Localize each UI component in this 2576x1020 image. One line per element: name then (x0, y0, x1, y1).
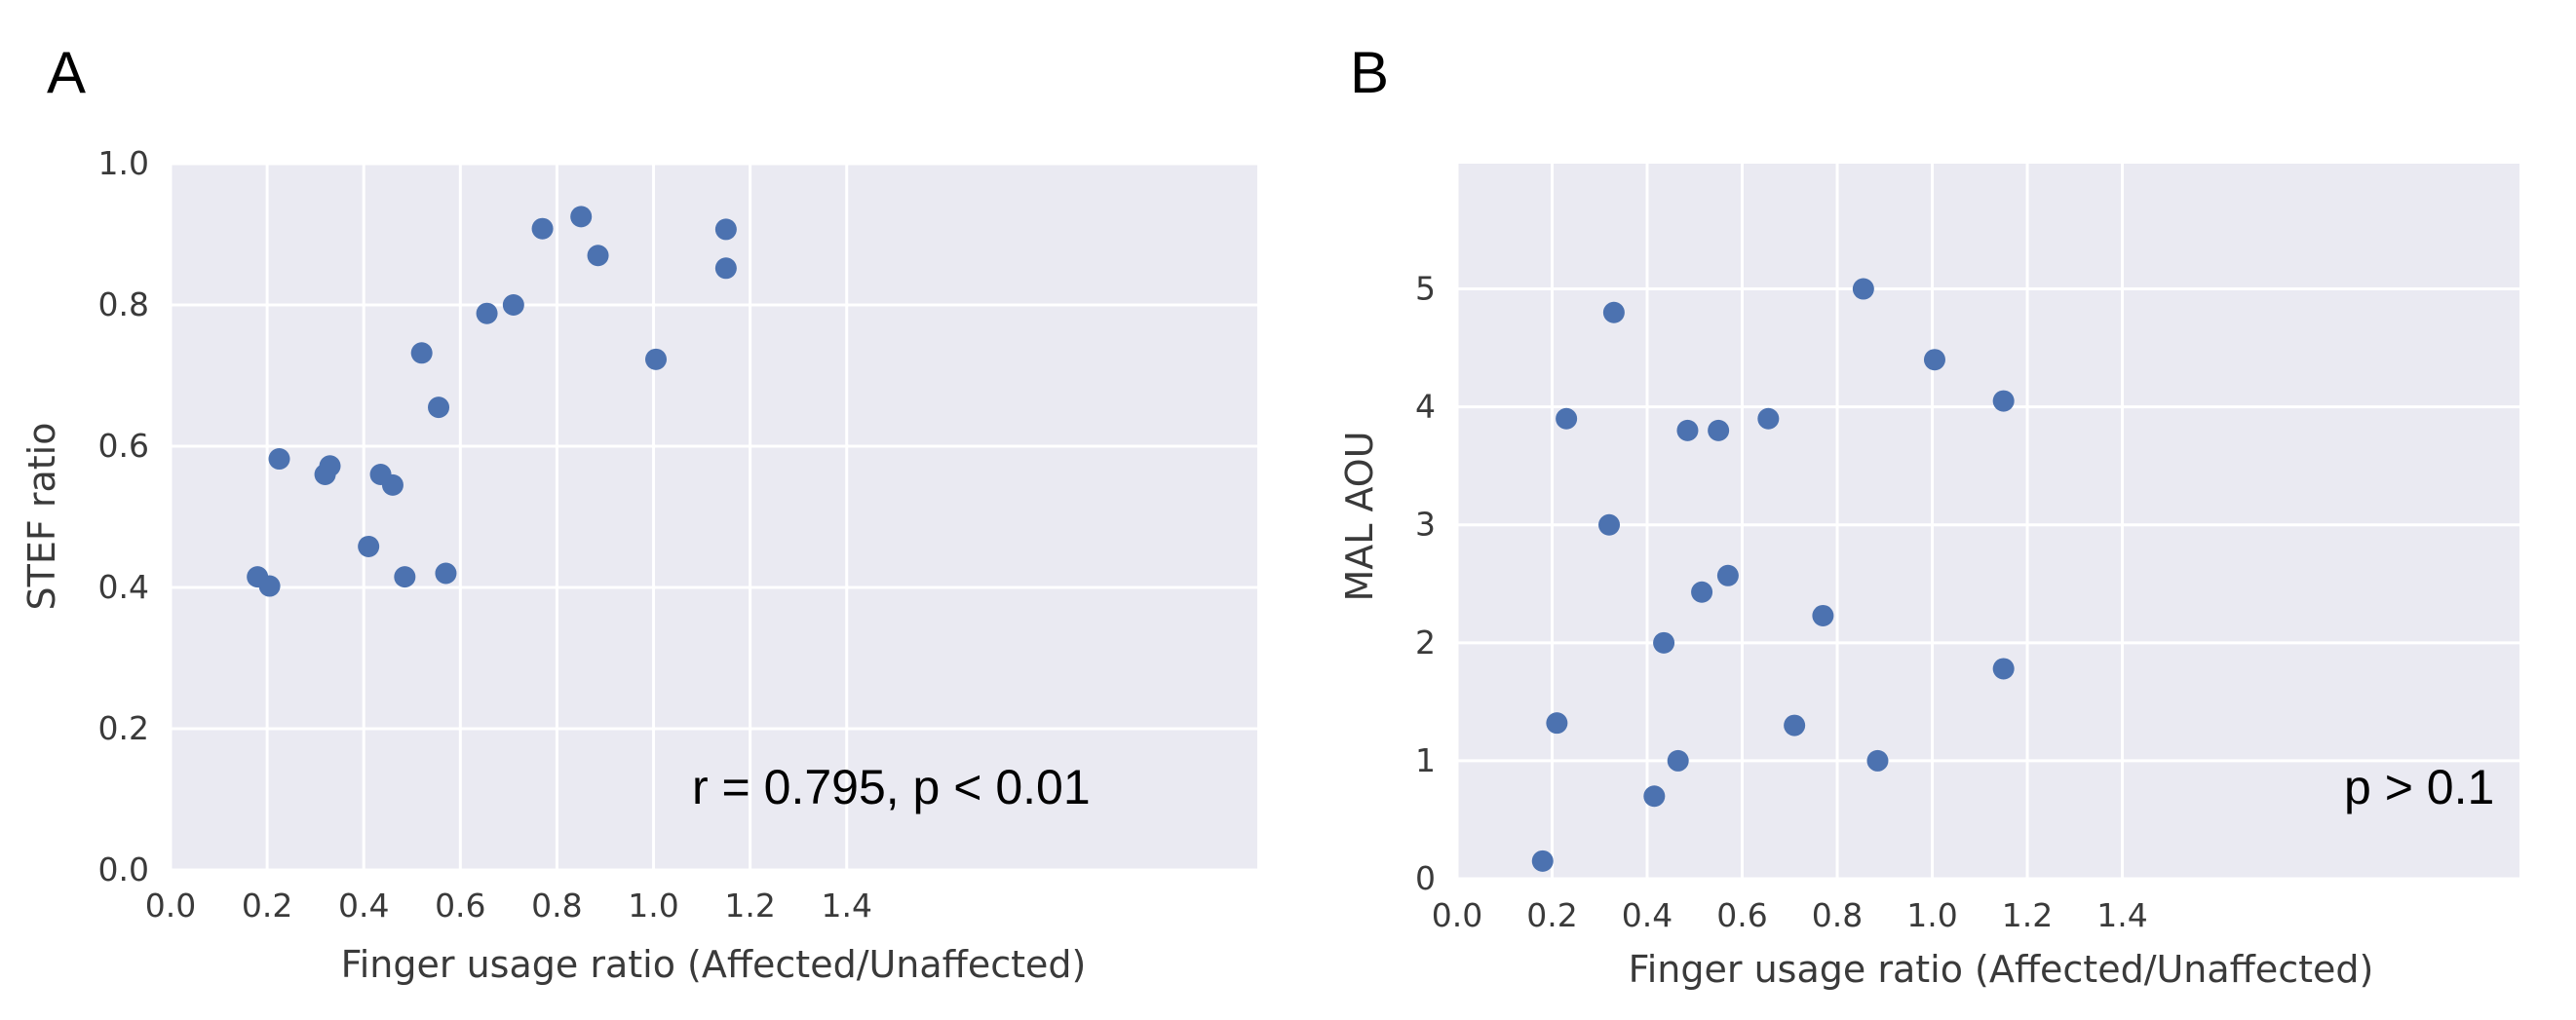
panel-b-data-point (1757, 407, 1780, 430)
panel-b-data-point (1643, 785, 1666, 808)
panel-b-data-point (1531, 850, 1554, 872)
panel-a-grid (169, 162, 1257, 872)
panel-a-x-tick-label: 0.6 (435, 887, 485, 925)
panel-a-x-tick-label: 0.4 (338, 887, 389, 925)
panel-b-data-point (1812, 604, 1834, 626)
panel-b-grid (1455, 164, 2519, 881)
panel-a-x-axis-label: Finger usage ratio (Affected/Unaffected) (341, 943, 1087, 986)
panel-a-x-tick-label: 0.8 (531, 887, 582, 925)
panel-b-y-tick-label: 5 (1415, 270, 1436, 308)
panel-b-data-point (1992, 390, 2015, 412)
panel-a-data-point (410, 342, 433, 364)
panel-b-data-point (1653, 631, 1675, 654)
panel-a-data-point (502, 294, 524, 316)
panel-a-data-point (645, 348, 668, 370)
panel-b-annotation: p > 0.1 (2344, 760, 2494, 814)
panel-b-data-point (1716, 564, 1739, 586)
panel-b-y-tick-label: 3 (1415, 506, 1436, 544)
panel-a-x-tick-label: 1.2 (724, 887, 775, 925)
panel-a-data-point (587, 245, 609, 267)
panel-a-data-point (381, 473, 404, 496)
panel-b-x-tick-labels: 0.0 0.2 0.4 0.6 0.8 1.0 1.2 1.4 (1432, 896, 2148, 934)
panel-b-y-tick-label: 1 (1415, 741, 1436, 779)
panel-b-x-tick-label: 1.0 (1906, 896, 1957, 934)
panel-b-y-tick-label: 2 (1415, 623, 1436, 661)
panel-a-data-point (714, 257, 737, 280)
panel-a-x-tick-label: 0.0 (145, 887, 196, 925)
panel-b-data-point (1708, 419, 1730, 441)
panel-b-data-point (1992, 658, 2015, 680)
panel-b-y-tick-labels: 0 1 2 3 4 5 (1415, 270, 1436, 897)
panel-a-data-point (358, 535, 380, 557)
panel-a-y-tick-label: 0.0 (98, 850, 149, 888)
panel-a-data-point (268, 448, 290, 471)
panel-b-data-point (1784, 714, 1806, 737)
panel-a-letter: A (47, 40, 86, 105)
panel-a-data-point (570, 206, 593, 228)
panel-b-letter: B (1350, 40, 1389, 105)
panel-b-x-tick-label: 0.6 (1716, 896, 1767, 934)
panel-b-data-point (1598, 513, 1621, 536)
panel-b-data-point (1676, 419, 1699, 441)
panel-b-x-tick-label: 1.4 (2096, 896, 2147, 934)
panel-a-annotation: r = 0.795, p < 0.01 (692, 760, 1091, 814)
panel-b-y-tick-label: 4 (1415, 388, 1436, 426)
panel-b-y-axis-label: MAL AOU (1338, 431, 1381, 601)
panel-b-points (1531, 278, 2015, 872)
panel-b-data-point (1852, 278, 1874, 300)
panel-a-y-tick-label: 0.2 (98, 709, 149, 747)
panel-a-data-point (394, 566, 416, 588)
panel-b: B 0.0 0.2 0.4 0.6 0.8 1.0 1.2 1.4 0 1 2 3 4 5 Finger… (1338, 40, 2519, 991)
panel-a-y-tick-label: 0.4 (98, 568, 149, 606)
panel-a-data-point (258, 575, 281, 597)
panel-b-data-point (1667, 749, 1689, 772)
panel-b-data-point (1866, 749, 1889, 772)
panel-a-data-point (435, 562, 457, 585)
panel-a-x-tick-label: 1.0 (628, 887, 678, 925)
panel-a-y-axis-label: STEF ratio (20, 423, 63, 611)
panel-a-data-point (714, 218, 737, 241)
panel-a-y-tick-label: 1.0 (98, 144, 149, 182)
panel-b-x-tick-label: 0.8 (1812, 896, 1863, 934)
panel-b-data-point (1923, 349, 1945, 371)
panel-b-x-tick-label: 0.2 (1526, 896, 1577, 934)
panel-a-data-point (531, 217, 554, 240)
panel-b-data-point (1602, 301, 1625, 323)
panel-a-x-tick-label: 0.2 (242, 887, 292, 925)
panel-a-x-tick-label: 1.4 (822, 887, 872, 925)
panel-b-x-axis-label: Finger usage ratio (Affected/Unaffected) (1629, 948, 2374, 991)
panel-a-data-point (428, 397, 450, 419)
panel-a: A 0.0 0.2 0.4 0.6 0.8 1.0 1.2 1.4 0.00.20.40.60… (20, 40, 1257, 986)
panel-b-x-tick-label: 0.0 (1432, 896, 1482, 934)
panel-a-x-tick-labels: 0.0 0.2 0.4 0.6 0.8 1.0 1.2 1.4 (145, 887, 872, 925)
panel-a-data-point (476, 302, 498, 324)
panel-b-data-point (1556, 407, 1578, 430)
panel-a-y-tick-label: 0.6 (98, 427, 149, 465)
panel-a-plot-area (171, 164, 1257, 870)
panel-a-data-point (319, 455, 341, 477)
panel-a-y-tick-labels: 0.0 0.2 0.4 0.6 0.8 1.0 (98, 144, 149, 888)
panel-a-points (247, 206, 737, 597)
panel-b-y-tick-label: 0 (1415, 859, 1436, 897)
panel-b-x-tick-label: 1.2 (2002, 896, 2053, 934)
panel-a-y-tick-label: 0.8 (98, 285, 149, 323)
panel-b-data-point (1691, 581, 1713, 603)
panel-b-data-point (1546, 712, 1568, 735)
panel-b-x-tick-label: 0.4 (1622, 896, 1672, 934)
